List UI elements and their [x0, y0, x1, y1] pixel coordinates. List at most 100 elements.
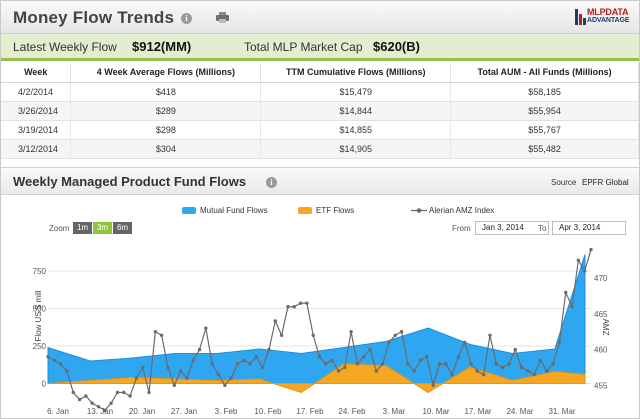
- y2-axis-title: AMZ: [601, 319, 610, 336]
- amz-index-point: [532, 372, 536, 377]
- amz-index-point: [223, 383, 227, 387]
- amz-index-point: [399, 330, 404, 334]
- amz-index-point: [538, 358, 543, 362]
- x-tick-label: 27. Jan: [171, 407, 197, 416]
- amz-index-point: [286, 305, 290, 309]
- amz-index-point: [166, 365, 170, 370]
- legend-swatch: [298, 207, 312, 214]
- amz-index-point: [343, 365, 347, 370]
- amz-index-point: [273, 319, 278, 323]
- x-tick-label: 20. Jan: [129, 407, 155, 416]
- amz-index-point: [235, 362, 240, 366]
- amz-index-point: [463, 340, 467, 345]
- zoom-3m-button[interactable]: 3m: [93, 222, 112, 234]
- amz-index-point: [406, 362, 410, 366]
- amz-index-point: [582, 269, 587, 273]
- table-cell: $289: [70, 101, 262, 121]
- legend-swatch: [182, 207, 196, 214]
- amz-index-point: [279, 333, 284, 337]
- amz-index-point: [393, 333, 397, 337]
- amz-index-point: [526, 369, 530, 373]
- amz-index-point: [469, 362, 473, 366]
- panel-header: Money Flow Trends i MLPDATA ADVANTAGE: [1, 1, 639, 34]
- x-tick-label: 24. Mar: [506, 407, 533, 416]
- amz-index-point: [519, 365, 524, 370]
- section-info-icon[interactable]: i: [266, 177, 277, 188]
- amz-index-point: [494, 362, 498, 366]
- legend-label: Mutual Fund Flows: [200, 206, 268, 215]
- amz-index-point: [545, 369, 549, 373]
- amz-index-point: [488, 333, 492, 337]
- info-icon[interactable]: i: [181, 13, 192, 24]
- amz-index-point: [128, 394, 132, 398]
- table-cell: 3/26/2014: [1, 101, 72, 121]
- etf-area: [47, 363, 586, 394]
- column-header: 4 Week Average Flows (Millions): [70, 63, 262, 83]
- amz-index-point: [298, 301, 303, 305]
- y2-tick-label: 460: [594, 346, 608, 355]
- table-cell: $14,905: [260, 139, 452, 159]
- y-tick-label: 750: [33, 267, 47, 276]
- amz-index-point: [576, 258, 581, 262]
- table-row: 3/19/2014 $298 $14,855 $55,767: [1, 120, 639, 140]
- amz-index-point: [172, 383, 176, 387]
- fund-flows-chart: Mutual Fund Flows ETF Flows Alerian AMZ …: [1, 196, 639, 418]
- amz-index-point: [564, 290, 568, 295]
- weekly-flow-label: Latest Weekly Flow: [13, 40, 117, 54]
- market-cap-value: $620(B): [373, 39, 420, 54]
- column-header: TTM Cumulative Flows (Millions): [260, 63, 452, 83]
- table-cell: $304: [70, 139, 262, 159]
- x-tick-label: 3. Mar: [383, 407, 406, 416]
- amz-index-point: [324, 362, 328, 366]
- table-cell: $55,767: [450, 120, 639, 140]
- zoom-label: Zoom: [49, 224, 70, 233]
- table-row: 3/12/2014 $304 $14,905 $55,482: [1, 139, 639, 159]
- source-label: Source: [551, 178, 577, 187]
- column-header: Total AUM - All Funds (Millions): [450, 63, 639, 83]
- amz-index-point: [456, 355, 461, 359]
- amz-index-point: [551, 362, 555, 366]
- mutual-fund-area: [47, 254, 586, 384]
- amz-index-point: [254, 355, 259, 359]
- y-tick-label: 500: [33, 305, 47, 314]
- amz-index-point: [58, 362, 63, 366]
- amz-index-point: [374, 369, 379, 373]
- table-row: 4/2/2014 $418 $15,479 $58,185: [1, 82, 639, 102]
- legend-label: Alerian AMZ Index: [429, 206, 495, 215]
- print-icon[interactable]: [216, 12, 229, 23]
- zoom-6m-button[interactable]: 6m: [113, 222, 132, 234]
- from-date-input[interactable]: Jan 3, 2014: [475, 221, 549, 235]
- amz-index-point: [178, 369, 183, 373]
- amz-index-point: [229, 376, 233, 380]
- amz-index-point: [65, 369, 69, 373]
- amz-index-line: [47, 249, 592, 412]
- to-date-input[interactable]: Apr 3, 2014: [552, 221, 626, 235]
- logo-text-top: MLPDATA: [587, 7, 629, 17]
- y-tick-label: 0: [42, 380, 47, 389]
- weekly-flow-value: $912(MM): [132, 39, 192, 54]
- amz-index-point: [336, 369, 341, 373]
- amz-index-point: [500, 365, 505, 370]
- amz-index-point: [260, 365, 265, 370]
- mlp-data-logo: MLPDATA ADVANTAGE: [575, 7, 635, 29]
- x-tick-label: 6. Jan: [47, 407, 69, 416]
- amz-index-point: [513, 347, 517, 352]
- chart-plot-area: 750 500 250 0 -250 470 465 460 455 450 Flow US $ m…: [30, 247, 610, 418]
- source-value: EPFR Global: [582, 178, 629, 187]
- zoom-1m-button[interactable]: 1m: [73, 222, 92, 234]
- market-cap-label: Total MLP Market Cap: [244, 40, 363, 54]
- amz-index-point: [557, 340, 562, 345]
- logo-mark-icon: [575, 9, 586, 25]
- x-tick-label: 24. Feb: [338, 407, 366, 416]
- x-tick-label: 31. Mar: [548, 407, 575, 416]
- amz-index-point: [122, 390, 126, 395]
- amz-index-point: [507, 362, 511, 366]
- amz-index-point: [216, 372, 221, 377]
- y-tick-label: 250: [33, 342, 47, 351]
- x-tick-label: 3. Feb: [215, 407, 238, 416]
- logo-text-bottom: ADVANTAGE: [587, 17, 630, 24]
- amz-index-point: [570, 305, 574, 309]
- amz-index-point: [349, 330, 353, 334]
- x-tick-label: 17. Feb: [296, 407, 324, 416]
